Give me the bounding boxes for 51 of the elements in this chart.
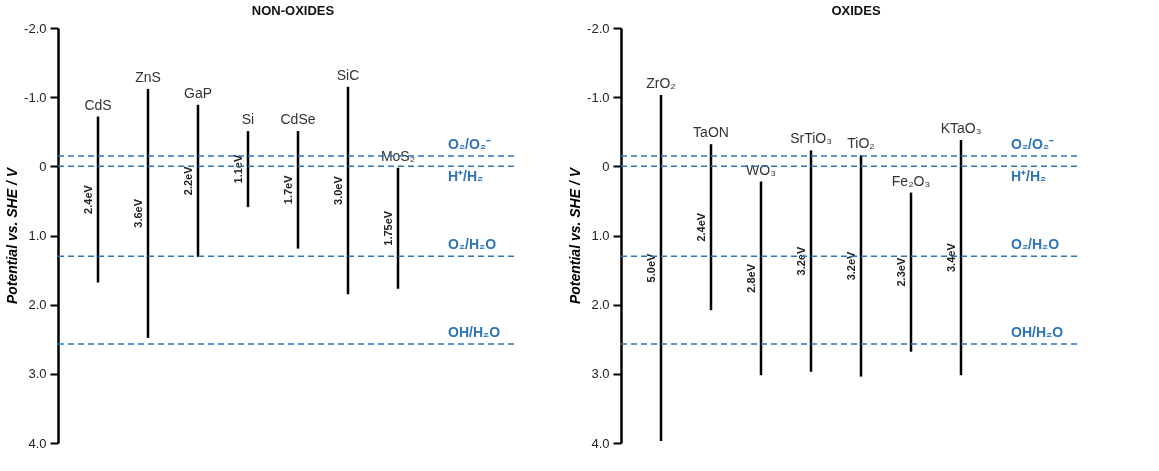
data-label: 5.0eV [645, 252, 657, 283]
x-tick-label: GaP [183, 84, 213, 101]
x-tick-label: CdSe [280, 111, 316, 128]
chart-title: NON-OXIDES [251, 3, 335, 18]
y-tick-label: -2.0 [24, 20, 47, 36]
y-tick-label: 3.0 [591, 366, 610, 382]
x-tick-label: CdS [84, 96, 112, 113]
ref-line-label: OH/H₂O [448, 324, 501, 341]
ref-line-label: O₂/O₂⁻ [1011, 135, 1055, 152]
data-label: 2.4eV [695, 212, 707, 242]
ref-line-label: H⁺/H₂ [1011, 168, 1047, 185]
x-tick-label: Si [241, 111, 255, 128]
data-label: 3.0eV [332, 175, 344, 205]
y-axis-title: Potential vs. SHE / V [567, 166, 584, 305]
data-label: 2.3eV [895, 257, 907, 287]
chart-title: OXIDES [831, 3, 881, 18]
ref-line-label: OH/H₂O [1011, 324, 1064, 341]
y-tick-label: 4.0 [28, 435, 47, 451]
x-tick-label: TaON [693, 124, 729, 141]
data-label: 3.2eV [845, 250, 857, 281]
ref-line-label: H⁺/H₂ [448, 168, 484, 185]
data-label: 2.8eV [745, 263, 757, 293]
data-label: 3.6eV [132, 198, 144, 228]
data-label: 2.4eV [82, 184, 94, 214]
x-tick-label: Fe₂O₃ [891, 172, 931, 189]
y-tick-label: 2.0 [28, 297, 47, 313]
data-label: 3.4eV [945, 242, 957, 273]
y-tick-label: -1.0 [24, 89, 47, 105]
y-tick-label: 0 [39, 158, 47, 174]
ref-line-label: O₂/H₂O [448, 236, 497, 253]
x-tick-label: KTaO₃ [940, 120, 982, 137]
y-tick-label: 1.0 [591, 228, 610, 243]
y-tick-label: 4.0 [591, 435, 610, 451]
data-label: 1.75eV [382, 210, 394, 246]
ref-line-label: O₂/O₂⁻ [448, 135, 492, 152]
x-tick-label: SrTiO₃ [790, 130, 832, 147]
y-tick-label: 3.0 [28, 366, 47, 382]
y-tick-label: 1.0 [28, 228, 47, 243]
y-tick-label: 0 [602, 158, 610, 174]
x-tick-label: TiO₂ [847, 135, 875, 152]
y-tick-label: -1.0 [587, 89, 610, 105]
y-tick-label: 2.0 [591, 297, 610, 313]
data-label: 3.2eV [795, 246, 807, 276]
x-tick-label: SiC [336, 66, 360, 83]
y-axis-title: Potential vs. SHE / V [4, 166, 21, 305]
data-label: 1.7eV [282, 174, 294, 205]
x-tick-label: ZrO₂ [646, 75, 676, 92]
y-tick-label: -2.0 [587, 20, 610, 36]
data-label: 2.2eV [182, 165, 194, 196]
ref-line-label: O₂/H₂O [1011, 236, 1060, 253]
x-tick-label: ZnS [135, 68, 161, 85]
